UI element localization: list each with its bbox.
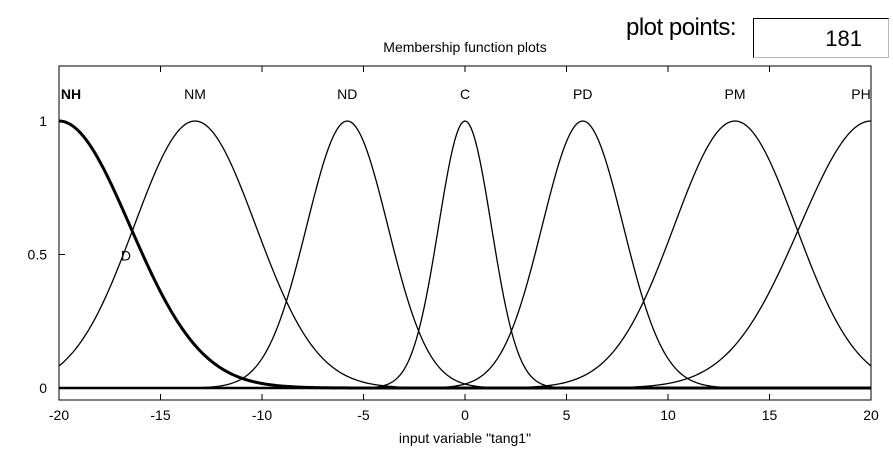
x-axis-label: input variable "tang1" — [399, 430, 531, 446]
x-tick-label: 20 — [863, 407, 879, 423]
mf-label-nd: ND — [337, 86, 357, 102]
plot-points-label: plot points: — [626, 14, 737, 41]
plot-points-value: 181 — [825, 26, 862, 51]
x-tick-label: 10 — [660, 407, 676, 423]
x-tick-label: 0 — [461, 407, 469, 423]
x-tick-label: -5 — [357, 407, 370, 423]
x-tick-label: 5 — [563, 407, 571, 423]
x-tick-label: 15 — [762, 407, 778, 423]
mf-label-nh: NH — [61, 86, 81, 102]
mf-curve-pm[interactable] — [59, 120, 872, 389]
mf-label-pm: PM — [724, 86, 745, 102]
x-tick-label: -15 — [150, 407, 170, 423]
mf-curve-nd[interactable] — [59, 120, 871, 389]
mf-curve-nm[interactable] — [58, 120, 871, 389]
mf-label-nm: NM — [184, 86, 206, 102]
mf-curve-pd[interactable] — [59, 120, 871, 389]
curve-annotation: D — [121, 248, 131, 264]
y-tick-label: 0.5 — [28, 247, 48, 263]
mf-curve-nh[interactable] — [58, 119, 871, 390]
mf-curve-ph[interactable] — [59, 120, 872, 389]
mf-label-pd: PD — [573, 86, 592, 102]
mf-label-c: C — [460, 86, 470, 102]
mf-curve-c[interactable] — [59, 120, 871, 389]
chart-title: Membership function plots — [383, 39, 546, 55]
x-tick-label: -20 — [49, 407, 69, 423]
y-tick-label: 1 — [39, 113, 47, 129]
y-tick-label: 0 — [39, 380, 47, 396]
mf-label-ph: PH — [851, 86, 870, 102]
plot-points-field[interactable]: 181 — [753, 18, 889, 58]
plot-area[interactable] — [58, 65, 872, 401]
x-tick-label: -10 — [252, 407, 272, 423]
